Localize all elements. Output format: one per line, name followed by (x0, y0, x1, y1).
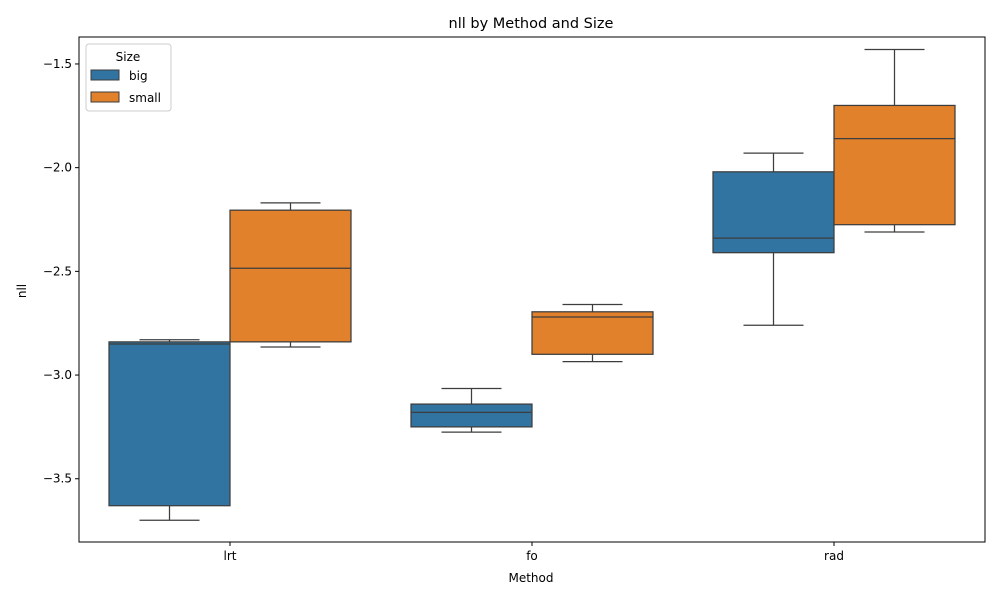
box-body (108, 341, 231, 507)
box-body (531, 311, 654, 355)
y-tick-label: −2.0 (43, 161, 72, 175)
x-tick-label-lrt: lrt (224, 549, 237, 563)
box-small-fo (531, 303, 654, 363)
y-tick-label: −2.5 (43, 264, 72, 278)
legend: Size big small (85, 43, 172, 112)
box-small-lrt (229, 202, 352, 348)
box-small-rad (833, 48, 956, 233)
box-big-rad (712, 152, 835, 326)
y-tick-label: −3.0 (43, 368, 72, 382)
chart-title: nll by Method and Size (449, 16, 614, 32)
x-tick-label-fo: fo (526, 549, 538, 563)
box-body (410, 403, 533, 428)
legend-swatch-big (90, 69, 120, 81)
y-tick-label: −1.5 (43, 57, 72, 71)
box-big-fo (410, 387, 533, 433)
box-body (833, 104, 956, 226)
legend-title: Size (116, 50, 141, 64)
x-tick-label-rad: rad (824, 549, 844, 563)
box-body (229, 209, 352, 343)
y-axis-title: nll (15, 284, 29, 298)
box-body (712, 171, 835, 254)
box-big-lrt (108, 339, 231, 521)
plot-area: −3.5 −3.0 −2.5 −2.0 −1.5 lrt fo rad Size big small (43, 36, 986, 563)
y-tick-label: −3.5 (43, 472, 72, 486)
legend-swatch-small (90, 91, 120, 103)
x-axis-title: Method (508, 571, 553, 585)
legend-label-small: small (129, 91, 161, 105)
legend-label-big: big (129, 69, 148, 83)
